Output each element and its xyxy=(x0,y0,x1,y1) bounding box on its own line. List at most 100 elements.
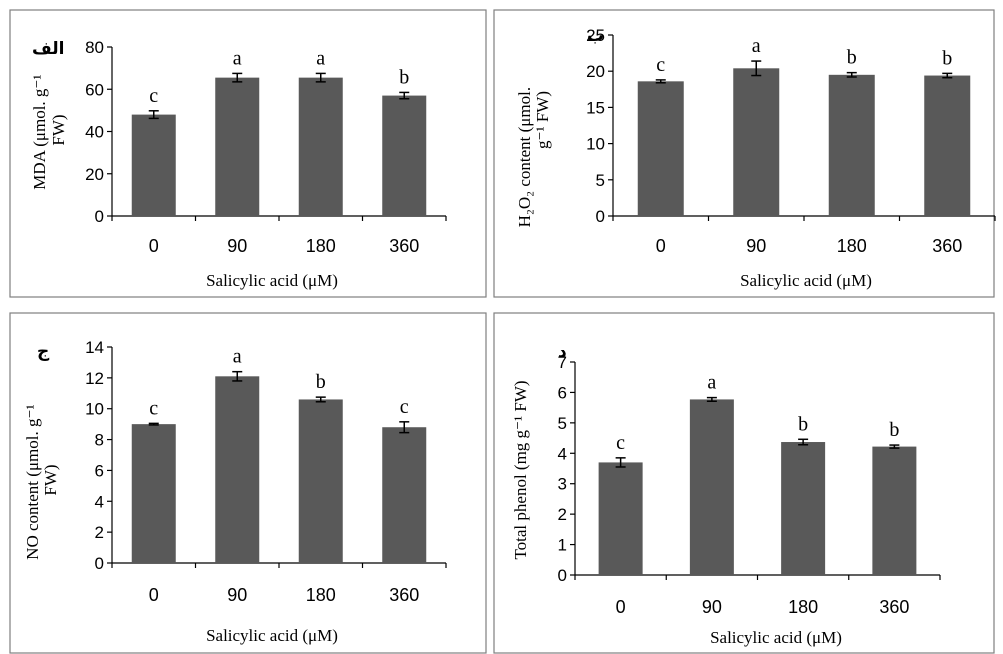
y-tick-label: 3 xyxy=(558,475,567,494)
bar xyxy=(215,376,260,563)
significance-letter: b xyxy=(798,413,808,435)
y-tick-label: 14 xyxy=(85,338,104,357)
y-tick-label: 15 xyxy=(586,98,605,117)
bar xyxy=(733,68,780,216)
panel-label: ب xyxy=(587,26,604,46)
y-tick-label: 0 xyxy=(95,554,104,573)
bar xyxy=(828,74,875,216)
bar xyxy=(131,114,176,216)
y-axis-label: MDA (μmol. g⁻¹ FW) xyxy=(30,70,68,190)
x-tick-label: 180 xyxy=(837,236,867,256)
bar xyxy=(298,399,343,563)
y-tick-label: 0 xyxy=(558,566,567,585)
x-tick-label: 0 xyxy=(616,597,626,617)
significance-letter: b xyxy=(399,66,409,88)
panel-no: ج NO content (μmol. g⁻¹ FW) Salicylic ac… xyxy=(9,312,487,654)
significance-letter: b xyxy=(942,47,952,69)
y-axis-label: H₂O₂ content (μmol. g⁻¹ FW) xyxy=(515,83,552,228)
x-axis-label: Salicylic acid (μM) xyxy=(740,271,872,290)
significance-letter: c xyxy=(656,54,665,76)
y-axis-label-line: Total phenol (mg g⁻¹ FW) xyxy=(511,380,530,559)
y-axis-label: NO content (μmol. g⁻¹ FW) xyxy=(23,400,60,560)
y-axis-label-line: g⁻¹ FW) xyxy=(533,91,552,149)
panel-total-phenol: د Total phenol (mg g⁻¹ FW) Salicylic aci… xyxy=(493,312,995,654)
significance-letter: a xyxy=(707,372,716,394)
significance-letter: a xyxy=(316,47,325,69)
bar xyxy=(637,81,684,216)
y-tick-label: 4 xyxy=(558,444,567,463)
x-tick-label: 90 xyxy=(227,236,247,256)
y-tick-label: 2 xyxy=(95,523,104,542)
y-tick-label: 6 xyxy=(558,383,567,402)
x-tick-label: 180 xyxy=(306,585,336,605)
x-tick-label: 360 xyxy=(879,597,909,617)
y-tick-label: 10 xyxy=(586,135,605,154)
y-tick-label: 25 xyxy=(586,26,605,45)
significance-letter: c xyxy=(149,397,158,419)
significance-letter: b xyxy=(889,419,899,441)
x-tick-label: 0 xyxy=(656,236,666,256)
y-tick-label: 12 xyxy=(85,369,104,388)
y-tick-label: 2 xyxy=(558,505,567,524)
panel-mda: الف MDA (μmol. g⁻¹ FW) Salicylic acid (μ… xyxy=(9,9,487,298)
bar xyxy=(382,95,427,216)
y-tick-label: 40 xyxy=(85,123,104,142)
panel-frame xyxy=(493,9,995,298)
y-axis-label-line: FW) xyxy=(49,114,68,145)
y-tick-label: 5 xyxy=(558,414,567,433)
y-tick-label: 7 xyxy=(558,353,567,372)
y-axis-label-line: MDA (μmol. g⁻¹ xyxy=(30,74,49,189)
x-tick-label: 360 xyxy=(389,236,419,256)
significance-letter: b xyxy=(847,47,857,69)
significance-letter: c xyxy=(616,432,625,454)
panel-label: ج xyxy=(37,342,50,362)
y-tick-label: 60 xyxy=(85,80,104,99)
y-tick-label: 20 xyxy=(586,62,605,81)
significance-letter: a xyxy=(233,47,242,69)
panel-h2o2: ب H₂O₂ content (μmol. g⁻¹ FW) Salicylic … xyxy=(493,9,996,298)
x-tick-label: 0 xyxy=(149,585,159,605)
bar xyxy=(131,424,176,563)
y-tick-label: 80 xyxy=(85,38,104,57)
panel-frame xyxy=(9,9,487,298)
y-tick-label: 0 xyxy=(596,207,605,226)
bar xyxy=(215,77,260,216)
y-tick-label: 0 xyxy=(95,207,104,226)
x-tick-label: 360 xyxy=(932,236,962,256)
x-axis-label: Salicylic acid (μM) xyxy=(206,271,338,290)
y-tick-label: 1 xyxy=(558,536,567,555)
x-axis-label: Salicylic acid (μM) xyxy=(206,626,338,645)
significance-letter: a xyxy=(233,346,242,368)
y-axis-label: Total phenol (mg g⁻¹ FW) xyxy=(511,380,530,559)
x-tick-label: 360 xyxy=(389,585,419,605)
y-tick-label: 20 xyxy=(85,165,104,184)
x-tick-label: 90 xyxy=(227,585,247,605)
bar xyxy=(689,399,734,575)
y-tick-label: 4 xyxy=(95,492,104,511)
y-tick-label: 5 xyxy=(596,171,605,190)
panel-frame xyxy=(493,312,995,654)
bar xyxy=(924,75,971,216)
y-axis-label-line: NO content (μmol. g⁻¹ xyxy=(23,404,42,559)
x-tick-label: 180 xyxy=(306,236,336,256)
y-axis-label-line: H₂O₂ content (μmol. xyxy=(515,87,534,227)
x-axis-label: Salicylic acid (μM) xyxy=(710,628,842,647)
y-tick-label: 8 xyxy=(95,431,104,450)
x-tick-label: 90 xyxy=(746,236,766,256)
significance-letter: c xyxy=(400,396,409,418)
bar xyxy=(598,462,643,575)
significance-letter: c xyxy=(149,85,158,107)
significance-letter: a xyxy=(752,35,761,57)
panel-frame xyxy=(9,312,487,654)
bar xyxy=(781,442,826,575)
panel-label: د xyxy=(558,342,567,362)
x-tick-label: 0 xyxy=(149,236,159,256)
x-tick-label: 90 xyxy=(702,597,722,617)
y-tick-label: 6 xyxy=(95,461,104,480)
bar xyxy=(298,77,343,216)
y-tick-label: 10 xyxy=(85,400,104,419)
y-axis-label-line: FW) xyxy=(41,464,60,495)
bar xyxy=(872,446,917,575)
panel-label: الف xyxy=(32,39,64,59)
